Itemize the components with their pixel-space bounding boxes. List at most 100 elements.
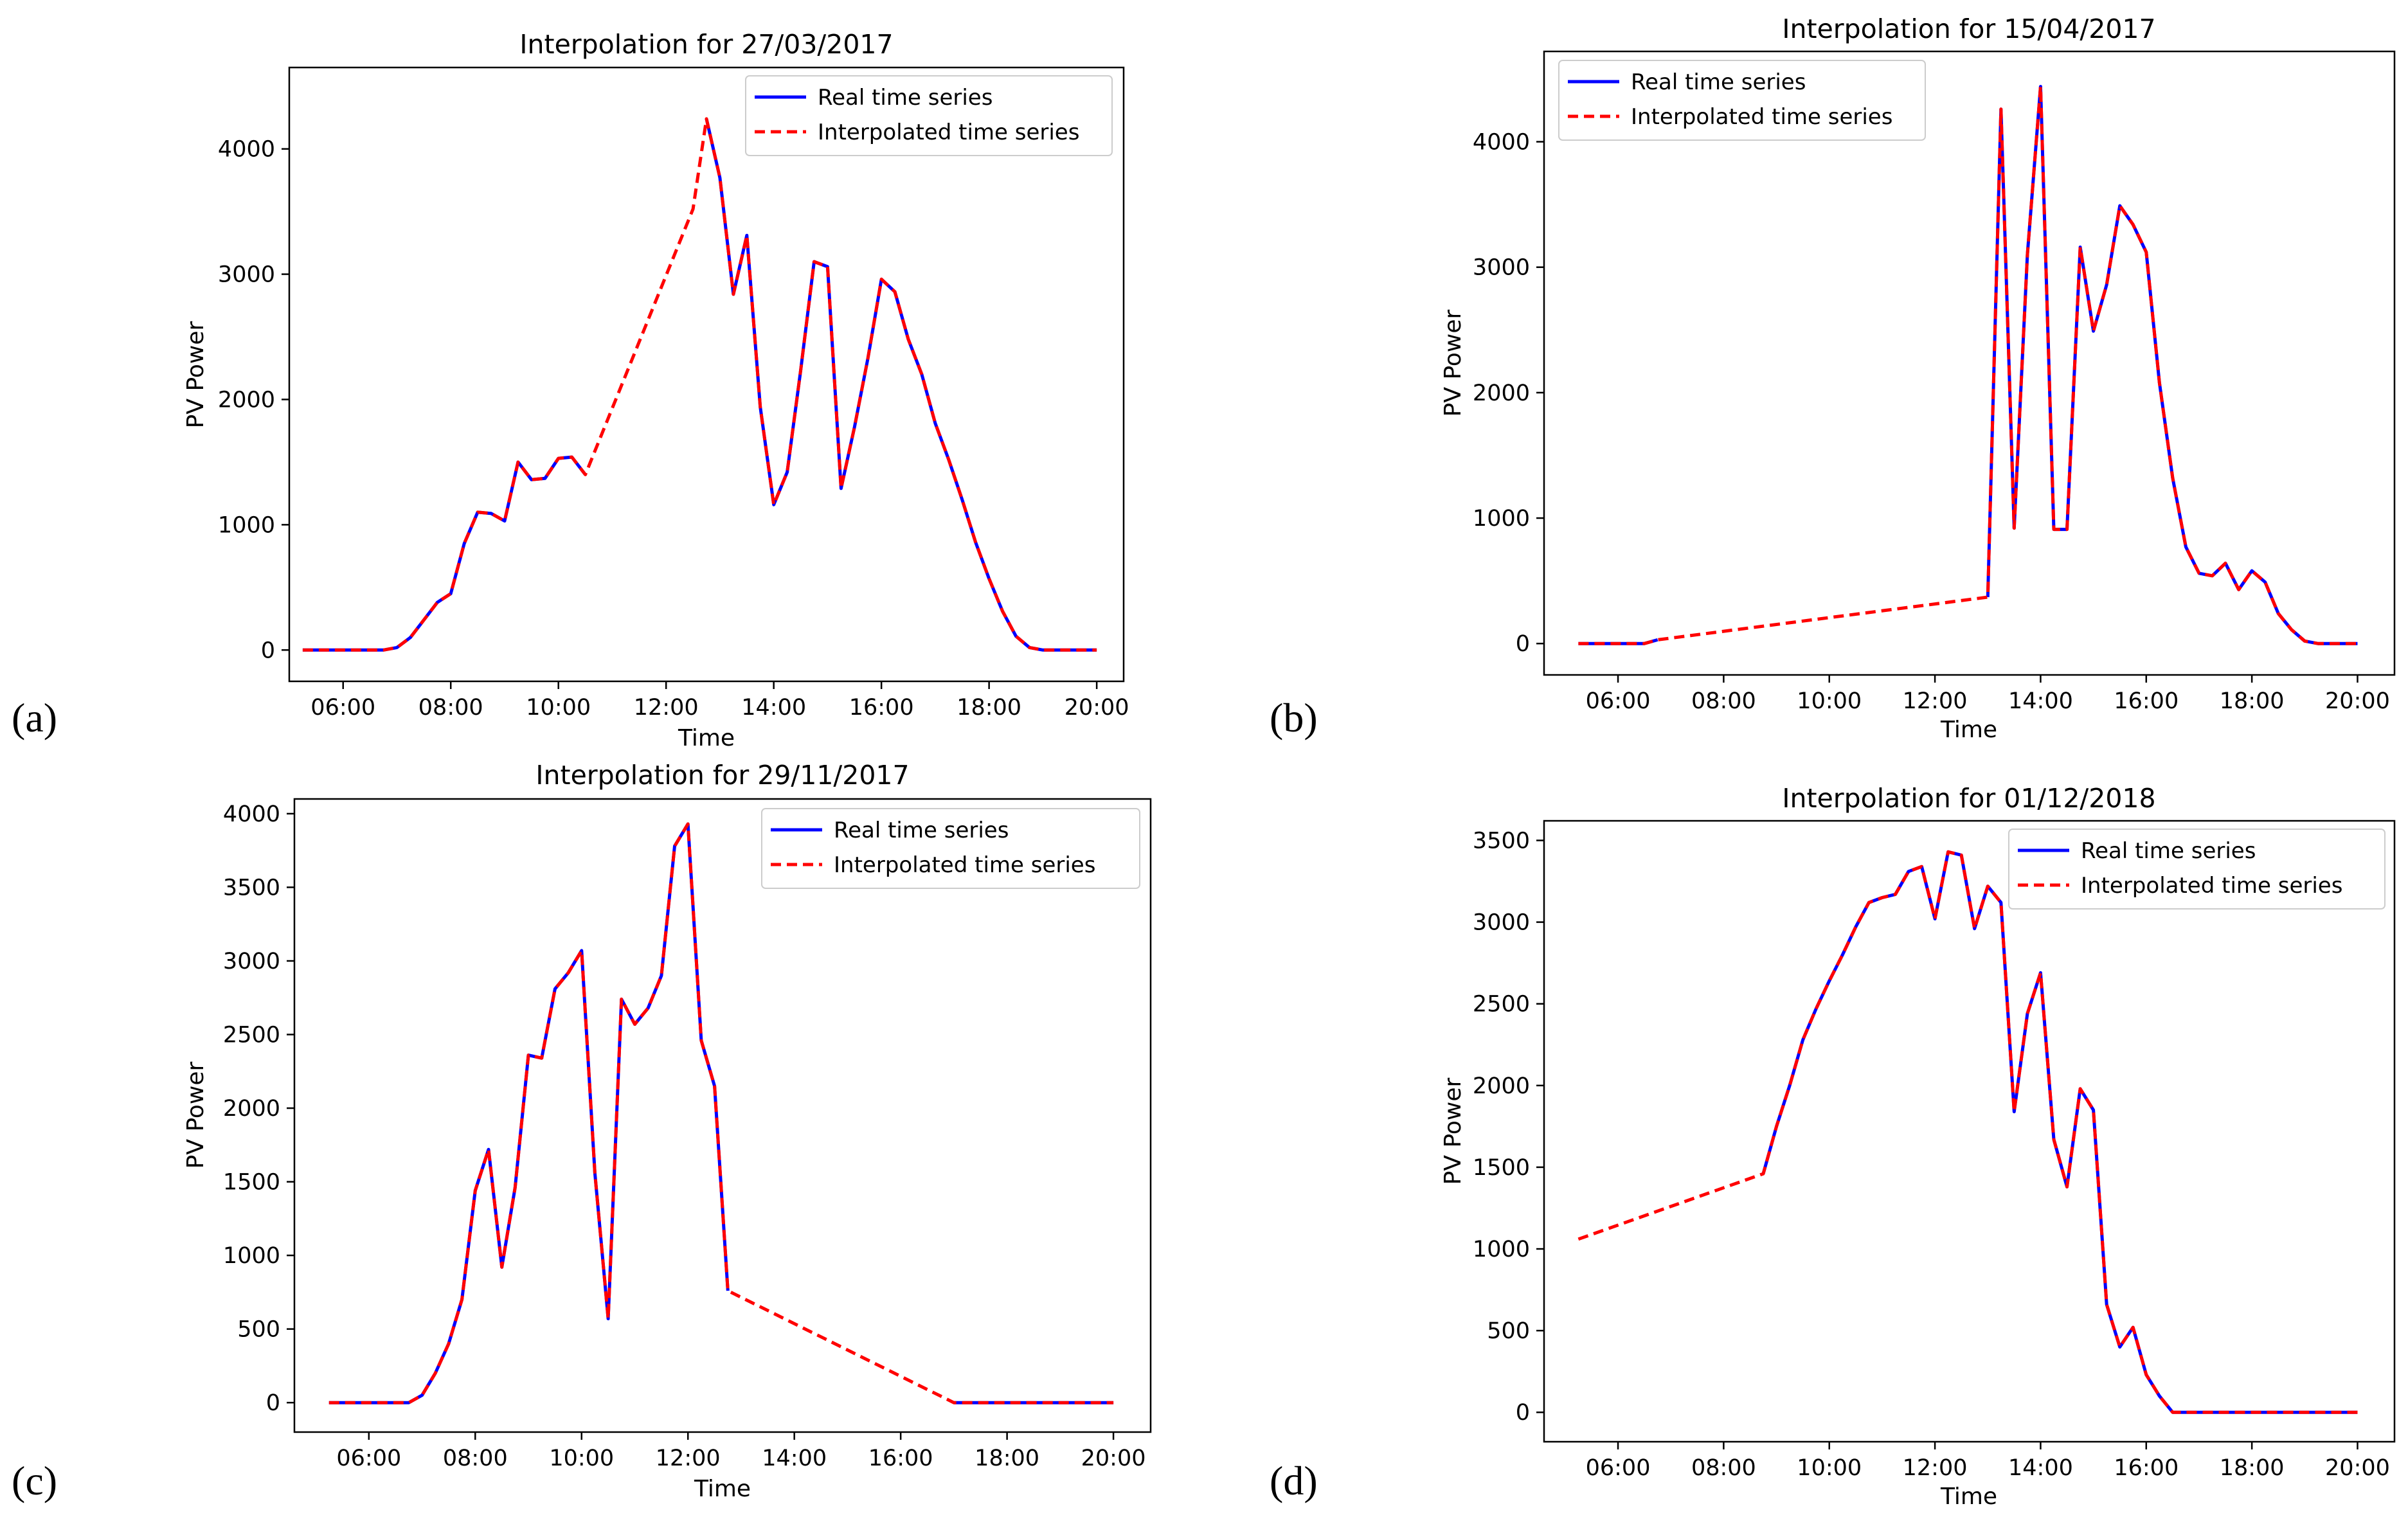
x-tick-label: 10:00 (549, 1446, 614, 1471)
x-tick-label: 20:00 (1065, 695, 1129, 721)
y-tick-label: 0 (266, 1390, 280, 1416)
y-tick-label: 1000 (218, 512, 275, 538)
x-tick-label: 18:00 (2220, 688, 2285, 714)
legend-label: Interpolated time series (2081, 873, 2342, 899)
y-tick-label: 4000 (218, 137, 275, 163)
x-axis-label: Time (678, 725, 735, 751)
panel-label-c: (c) (12, 1458, 57, 1503)
x-axis-label: Time (1940, 717, 1997, 743)
plot-frame (1543, 50, 2396, 676)
x-tick-label: 14:00 (741, 695, 806, 721)
interpolated-series-line (1577, 850, 2358, 1414)
plot-frame (1543, 820, 2396, 1443)
y-tick-label: 2000 (1473, 381, 1530, 406)
x-tick-label: 18:00 (957, 695, 1021, 721)
chart-title: Interpolation for 29/11/2017 (535, 760, 909, 791)
x-tick-label: 12:00 (656, 1446, 721, 1471)
legend-box (1558, 60, 1926, 141)
x-tick-label: 16:00 (849, 695, 914, 721)
x-tick-label: 14:00 (2008, 688, 2073, 714)
y-tick-label: 0 (261, 638, 275, 663)
chart-title: Interpolation for 15/04/2017 (1782, 13, 2155, 44)
x-tick-label: 10:00 (1797, 1455, 1862, 1481)
interpolated-series-line (1578, 85, 2358, 645)
chart-a: Interpolation for 27/03/2017 Time PV Pow… (183, 29, 1129, 751)
chart-title: Interpolation for 27/03/2017 (519, 29, 893, 60)
panel-label-d: (d) (1270, 1458, 1318, 1503)
panel-d: (d) Interpolation for 01/12/2018 Time PV… (1270, 783, 2396, 1510)
x-tick-label: 20:00 (1081, 1446, 1146, 1471)
panel-label-a: (a) (12, 695, 57, 740)
plot-frame (293, 798, 1152, 1433)
y-tick-label: 0 (1516, 1400, 1530, 1426)
panel-b: (b) Interpolation for 15/04/2017 Time PV… (1270, 13, 2396, 743)
x-tick-label: 08:00 (1691, 1455, 1756, 1481)
legend: Real time series Interpolated time series (2008, 829, 2386, 910)
x-axis-label: Time (1940, 1484, 1997, 1510)
x-tick-label: 06:00 (1586, 688, 1651, 714)
y-axis-label: PV Power (183, 1061, 209, 1169)
legend-label: Real time series (2081, 838, 2256, 864)
x-tick-label: 16:00 (868, 1446, 933, 1471)
y-tick-label: 4000 (1473, 130, 1530, 156)
chart-title: Interpolation for 01/12/2018 (1782, 783, 2155, 814)
x-tick-label: 06:00 (1586, 1455, 1651, 1481)
legend: Real time series Interpolated time series (745, 75, 1113, 156)
x-tick-label: 18:00 (975, 1446, 1039, 1471)
chart-b: Interpolation for 15/04/2017 Time PV Pow… (1440, 13, 2396, 743)
y-tick-label: 2000 (1473, 1073, 1530, 1099)
y-tick-label: 0 (1516, 631, 1530, 657)
x-tick-label: 08:00 (443, 1446, 508, 1471)
legend-box (761, 808, 1140, 889)
legend-label: Real time series (834, 818, 1009, 843)
legend-label: Interpolated time series (1631, 104, 1892, 130)
x-tick-label: 16:00 (2114, 1455, 2179, 1481)
x-tick-label: 16:00 (2114, 688, 2179, 714)
legend-label: Interpolated time series (834, 852, 1095, 878)
panel-a: (a) Interpolation for 27/03/2017 Time PV… (12, 29, 1129, 751)
panel-label-b: (b) (1270, 695, 1318, 740)
x-tick-label: 08:00 (418, 695, 483, 721)
x-tick-label: 14:00 (762, 1446, 827, 1471)
y-tick-label: 2000 (223, 1096, 280, 1122)
chart-c: Interpolation for 29/11/2017 Time PV Pow… (183, 760, 1152, 1502)
legend-label: Real time series (1631, 69, 1806, 95)
y-tick-label: 3500 (1473, 829, 1530, 854)
plot-frame (288, 66, 1125, 683)
y-tick-label: 500 (237, 1317, 280, 1343)
x-tick-label: 06:00 (336, 1446, 401, 1471)
y-tick-label: 1000 (1473, 1237, 1530, 1262)
x-tick-label: 12:00 (1903, 688, 1968, 714)
x-tick-label: 14:00 (2008, 1455, 2073, 1481)
y-axis-label: PV Power (1440, 309, 1466, 417)
y-tick-label: 3000 (1473, 255, 1530, 281)
x-tick-label: 10:00 (1797, 688, 1862, 714)
x-tick-label: 12:00 (1903, 1455, 1968, 1481)
y-axis-label: PV Power (183, 321, 209, 428)
x-axis-label: Time (694, 1476, 751, 1502)
x-tick-label: 10:00 (526, 695, 591, 721)
panel-c: (c) Interpolation for 29/11/2017 Time PV… (12, 760, 1152, 1503)
x-tick-label: 12:00 (634, 695, 699, 721)
y-tick-label: 1000 (223, 1243, 280, 1269)
y-tick-label: 1000 (1473, 506, 1530, 532)
y-tick-label: 500 (1487, 1318, 1530, 1344)
y-tick-label: 1500 (223, 1170, 280, 1196)
interpolated-series-line (328, 822, 1114, 1404)
chart-d: Interpolation for 01/12/2018 Time PV Pow… (1440, 783, 2396, 1510)
y-tick-label: 1500 (1473, 1155, 1530, 1181)
y-tick-label: 3500 (223, 875, 280, 901)
x-tick-label: 06:00 (310, 695, 375, 721)
y-tick-label: 3000 (1473, 910, 1530, 936)
x-tick-label: 20:00 (2325, 688, 2390, 714)
legend: Real time series Interpolated time series (1558, 60, 1926, 141)
y-tick-label: 3000 (218, 262, 275, 288)
y-axis-label: PV Power (1440, 1077, 1466, 1185)
x-tick-label: 20:00 (2325, 1455, 2390, 1481)
y-tick-label: 3000 (223, 949, 280, 974)
legend-label: Interpolated time series (818, 120, 1079, 145)
x-tick-label: 18:00 (2220, 1455, 2285, 1481)
x-tick-label: 08:00 (1691, 688, 1756, 714)
y-tick-label: 2500 (1473, 992, 1530, 1017)
